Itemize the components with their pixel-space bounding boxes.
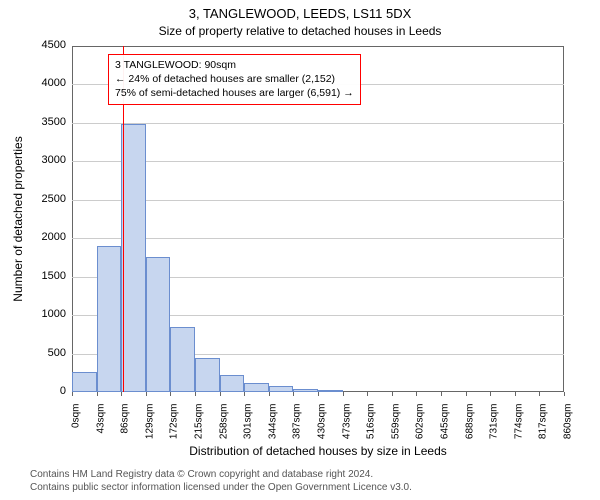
x-tick-mark: [220, 392, 221, 396]
x-tick-mark: [170, 392, 171, 396]
histogram-bar: [146, 257, 171, 392]
x-tick-mark: [416, 392, 417, 396]
x-tick-mark: [441, 392, 442, 396]
x-tick-mark: [343, 392, 344, 396]
y-tick-label: 4000: [32, 77, 66, 89]
footer-line-1: Contains HM Land Registry data © Crown c…: [30, 468, 412, 481]
annotation-line: ← 24% of detached houses are smaller (2,…: [115, 72, 354, 86]
x-tick-mark: [269, 392, 270, 396]
footer-attribution: Contains HM Land Registry data © Crown c…: [30, 468, 412, 494]
x-tick-label: 559sqm: [390, 404, 401, 448]
x-tick-mark: [244, 392, 245, 396]
histogram-bar: [244, 383, 269, 392]
x-tick-mark: [72, 392, 73, 396]
x-tick-mark: [490, 392, 491, 396]
x-tick-label: 258sqm: [218, 404, 229, 448]
x-tick-label: 473sqm: [341, 404, 352, 448]
histogram-bar: [220, 375, 245, 392]
gridline: [72, 123, 564, 124]
x-tick-mark: [293, 392, 294, 396]
x-tick-label: 602sqm: [415, 404, 426, 448]
x-tick-mark: [367, 392, 368, 396]
gridline: [72, 161, 564, 162]
y-tick-label: 3000: [32, 154, 66, 166]
x-tick-mark: [318, 392, 319, 396]
annotation-line: 75% of semi-detached houses are larger (…: [115, 86, 354, 100]
x-tick-mark: [392, 392, 393, 396]
histogram-bar: [97, 246, 122, 392]
y-tick-label: 500: [32, 347, 66, 359]
x-tick-label: 774sqm: [513, 404, 524, 448]
x-tick-label: 43sqm: [95, 404, 106, 448]
x-tick-label: 430sqm: [317, 404, 328, 448]
x-tick-label: 344sqm: [267, 404, 278, 448]
x-tick-label: 387sqm: [292, 404, 303, 448]
x-tick-label: 516sqm: [366, 404, 377, 448]
x-tick-label: 129sqm: [144, 404, 155, 448]
x-tick-label: 817sqm: [538, 404, 549, 448]
x-tick-mark: [97, 392, 98, 396]
x-tick-label: 215sqm: [194, 404, 205, 448]
x-tick-mark: [195, 392, 196, 396]
y-tick-label: 4500: [32, 39, 66, 51]
histogram-bar: [293, 389, 318, 392]
x-tick-mark: [539, 392, 540, 396]
chart-title: 3, TANGLEWOOD, LEEDS, LS11 5DX: [0, 6, 600, 21]
x-tick-label: 645sqm: [440, 404, 451, 448]
y-tick-label: 3500: [32, 116, 66, 128]
x-tick-label: 688sqm: [464, 404, 475, 448]
x-tick-label: 731sqm: [489, 404, 500, 448]
y-tick-label: 2000: [32, 231, 66, 243]
histogram-bar: [195, 358, 220, 392]
y-axis-label: Number of detached properties: [11, 129, 25, 309]
histogram-bar: [318, 390, 343, 392]
x-tick-mark: [121, 392, 122, 396]
y-tick-label: 2500: [32, 193, 66, 205]
y-tick-label: 0: [32, 385, 66, 397]
chart-subtitle: Size of property relative to detached ho…: [0, 24, 600, 38]
footer-line-2: Contains public sector information licen…: [30, 481, 412, 494]
x-tick-mark: [146, 392, 147, 396]
annotation-line: 3 TANGLEWOOD: 90sqm: [115, 58, 354, 72]
annotation-box: 3 TANGLEWOOD: 90sqm← 24% of detached hou…: [108, 54, 361, 105]
x-tick-mark: [515, 392, 516, 396]
y-tick-label: 1500: [32, 270, 66, 282]
x-tick-label: 86sqm: [120, 404, 131, 448]
x-tick-mark: [466, 392, 467, 396]
x-tick-label: 172sqm: [169, 404, 180, 448]
histogram-bar: [72, 372, 97, 392]
x-tick-mark: [564, 392, 565, 396]
x-tick-label: 0sqm: [71, 404, 82, 448]
x-tick-label: 860sqm: [563, 404, 574, 448]
y-tick-label: 1000: [32, 308, 66, 320]
x-tick-label: 301sqm: [243, 404, 254, 448]
gridline: [72, 238, 564, 239]
histogram-bar: [121, 124, 146, 392]
gridline: [72, 200, 564, 201]
histogram-bar: [170, 327, 195, 392]
histogram-bar: [269, 386, 294, 392]
